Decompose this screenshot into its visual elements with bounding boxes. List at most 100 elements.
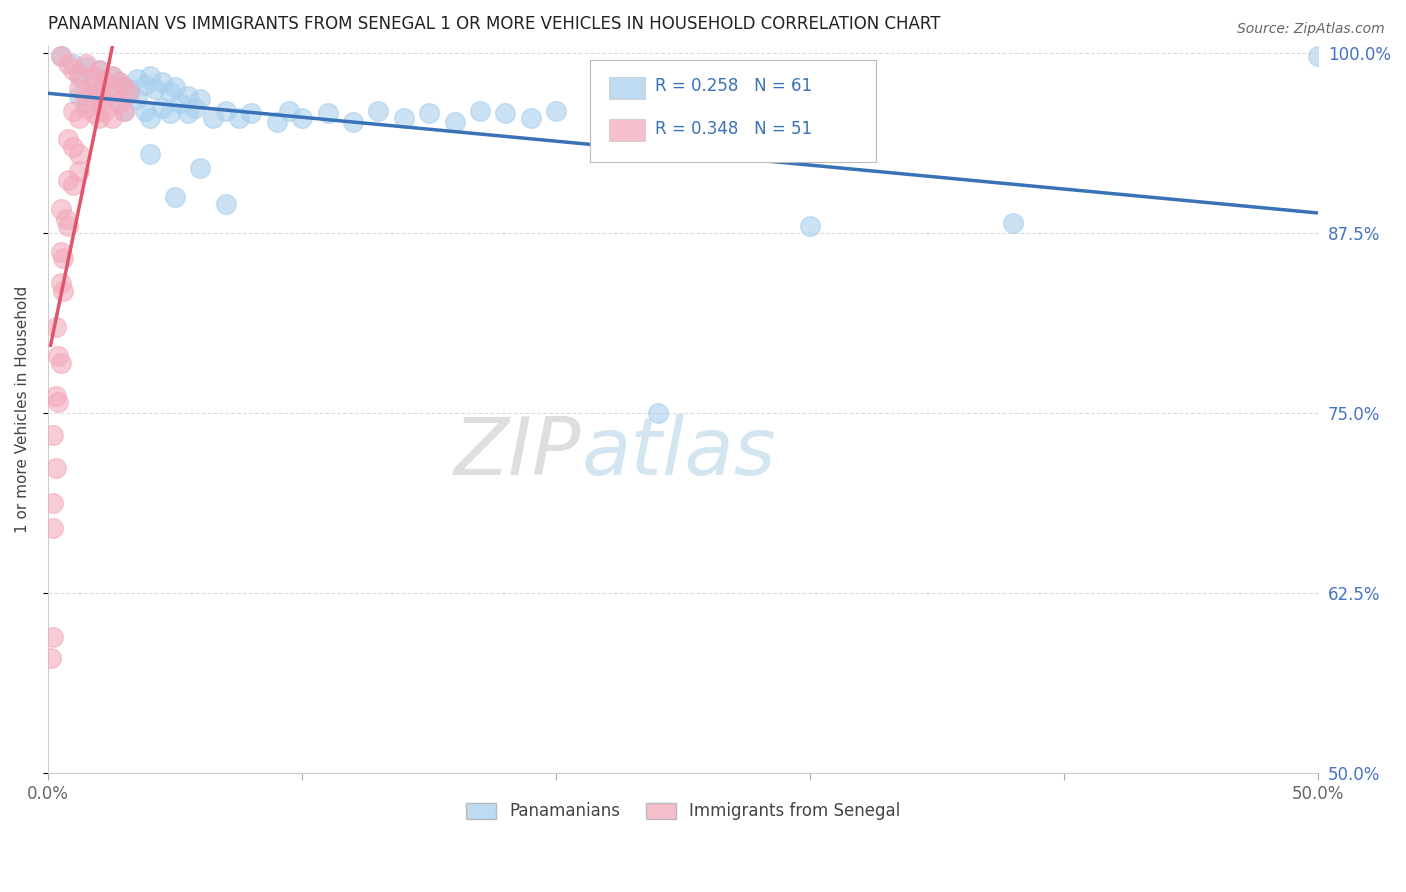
Point (55, 211, 77, 226)
Text: atlas: atlas (582, 414, 776, 492)
Point (52, 284, 75, 298)
Point (138, 69, 160, 83)
Point (62, 178, 84, 193)
Point (87, 87, 110, 101)
Point (240, 106, 263, 120)
Point (87, 92, 110, 106)
Point (75, 101, 97, 115)
Y-axis label: 1 or more Vehicles in Household: 1 or more Vehicles in Household (15, 286, 30, 533)
Point (125, 92, 148, 106)
Point (42, 495, 65, 509)
Point (100, 82, 122, 96)
Point (45, 461, 67, 475)
Point (62, 63, 84, 78)
Point (87, 63, 110, 78)
Point (100, 69, 122, 83)
Point (93, 75, 115, 89)
Point (108, 75, 131, 89)
FancyBboxPatch shape (591, 61, 876, 162)
Point (42, 521, 65, 535)
Point (93, 78, 115, 92)
Text: R = 0.258   N = 61: R = 0.258 N = 61 (655, 78, 813, 95)
Text: ZIP: ZIP (454, 414, 582, 492)
Point (93, 103, 115, 118)
Point (39, 651, 62, 665)
Point (112, 80, 135, 95)
Point (58, 172, 80, 186)
Point (49, 202, 72, 216)
Point (177, 89, 200, 103)
Point (87, 111, 110, 125)
Point (75, 89, 97, 103)
Point (83, 80, 105, 95)
Point (159, 106, 181, 120)
Point (67, 69, 90, 83)
Point (118, 82, 141, 96)
Point (100, 111, 122, 125)
Point (52, 251, 75, 265)
Point (112, 80, 135, 95)
Point (799, 219, 821, 233)
Point (367, 103, 389, 118)
Point (215, 103, 238, 118)
Point (519, 111, 541, 125)
Point (468, 103, 491, 118)
Point (125, 71, 148, 86)
Point (62, 103, 84, 118)
Point (228, 111, 250, 125)
Text: R = 0.348   N = 51: R = 0.348 N = 51 (655, 120, 813, 137)
Point (291, 111, 314, 125)
Point (83, 71, 105, 86)
Point (1002, 216, 1025, 230)
Point (165, 80, 187, 95)
Point (112, 103, 135, 118)
Point (49, 277, 72, 291)
Point (49, 356, 72, 370)
Point (67, 68, 90, 82)
Point (100, 87, 122, 101)
Point (58, 57, 80, 71)
Point (169, 96, 191, 111)
FancyBboxPatch shape (609, 77, 645, 99)
Point (42, 630, 65, 644)
Point (316, 106, 339, 120)
Point (58, 132, 80, 146)
Legend: Panamanians, Immigrants from Senegal: Panamanians, Immigrants from Senegal (460, 796, 907, 827)
Point (49, 244, 72, 259)
Point (392, 111, 415, 125)
Point (150, 101, 173, 115)
Point (202, 111, 225, 125)
Point (177, 106, 200, 120)
Point (67, 111, 90, 125)
Point (45, 389, 67, 403)
Point (75, 60, 97, 74)
Point (266, 115, 288, 129)
Point (93, 92, 115, 106)
Point (342, 115, 364, 129)
Point (138, 111, 160, 125)
Point (190, 92, 212, 106)
Point (83, 87, 105, 101)
Text: PANAMANIAN VS IMMIGRANTS FROM SENEGAL 1 OR MORE VEHICLES IN HOUSEHOLD CORRELATIO: PANAMANIAN VS IMMIGRANTS FROM SENEGAL 1 … (48, 15, 941, 33)
Point (67, 146, 90, 161)
Point (138, 146, 160, 161)
Point (83, 106, 105, 120)
Point (647, 406, 669, 420)
Point (49, 49, 72, 63)
FancyBboxPatch shape (609, 120, 645, 141)
Point (184, 101, 207, 115)
Point (42, 427, 65, 442)
Point (278, 103, 301, 118)
Point (118, 87, 141, 101)
Point (46, 394, 69, 409)
Point (75, 57, 97, 71)
Point (67, 164, 90, 178)
Point (45, 319, 67, 334)
Point (62, 139, 84, 153)
Point (1308, 49, 1330, 63)
Text: Source: ZipAtlas.com: Source: ZipAtlas.com (1237, 22, 1385, 37)
Point (165, 190, 187, 204)
Point (67, 82, 90, 96)
Point (215, 197, 238, 211)
Point (494, 106, 516, 120)
